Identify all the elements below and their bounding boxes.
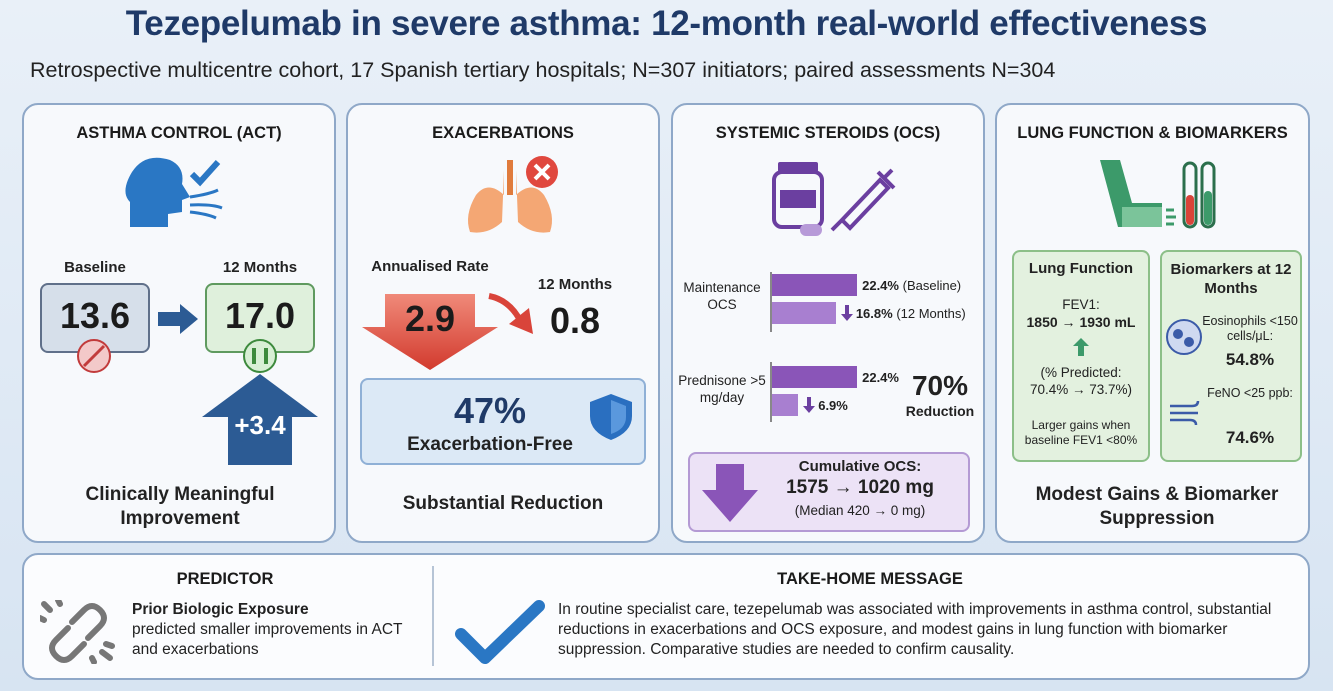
followup-value: 0.8 (549, 300, 601, 341)
eos-label: Eosinophils <150 cells/μL: (1202, 314, 1298, 343)
bar-row: 16.8% (12 Months) (772, 302, 966, 324)
value: 22.4% (862, 277, 899, 293)
free-value: 47% (453, 390, 527, 431)
note: (Baseline) (902, 277, 962, 293)
rate-label: Annualised Rate (371, 258, 489, 275)
cumulative-value: 1575 → 1020 mg (786, 477, 934, 498)
panel-title: ASTHMA CONTROL (ACT) (76, 124, 282, 142)
inhaler-icon (1100, 160, 1216, 229)
bar-label: 22.4% (Baseline) (862, 278, 961, 293)
baseline-label: Baseline (64, 259, 126, 276)
predictor-bold: Prior Biologic Exposure (132, 601, 309, 618)
cumulative-arrow (702, 464, 758, 522)
head-icon (125, 157, 223, 227)
up-icon (1073, 338, 1089, 356)
function-title: Lung Function (1028, 260, 1134, 277)
check-icon (455, 600, 545, 664)
prednisone-label: Prednisone >5 mg/day (678, 373, 766, 405)
change-value: +3.4 (234, 410, 286, 440)
panel-title: EXACERBATIONS (432, 124, 574, 142)
axis-line (770, 272, 772, 332)
feno-value: 74.6% (1225, 428, 1275, 447)
down-icon (840, 305, 853, 321)
axis-line (770, 362, 772, 422)
predictor-text: predicted smaller improvements in ACT an… (132, 621, 403, 658)
note: Larger gains when baseline FEV1 <80% (1024, 418, 1138, 447)
up-arrow (202, 374, 318, 465)
biomarkers-box (1160, 250, 1302, 462)
bar-label: 6.9% (818, 398, 848, 413)
followup-label: 12 Months (537, 276, 613, 293)
biomarkers-title: Biomarkers at 12 Months (1170, 261, 1292, 297)
panel-title: SYSTEMIC STEROIDS (OCS) (715, 124, 941, 142)
followup-value: 17.0 (224, 295, 296, 336)
eos-value: 54.8% (1225, 350, 1275, 369)
divider (432, 566, 434, 666)
lung-function-box (1012, 250, 1150, 462)
bar (772, 394, 799, 416)
value: 16.8% (855, 305, 893, 321)
message-title: TAKE-HOME MESSAGE (777, 570, 963, 588)
fev1-value: 1850 → 1930 mL (1026, 314, 1136, 330)
predicted: (% Predicted: 70.4% → 73.7%) (1029, 365, 1133, 397)
lungs-icon (468, 156, 558, 233)
maintenance-bars: 22.4% (Baseline) 16.8% (12 Months) (772, 274, 966, 330)
bar-row: 22.4% (Baseline) (772, 274, 966, 296)
bar-label: 22.4% (862, 370, 899, 385)
value: 6.9% (818, 397, 848, 413)
subtitle: Retrospective multicentre cohort, 17 Spa… (30, 58, 1056, 82)
reduction-value: 70% (911, 370, 969, 401)
message: In routine specialist care, tezepelumab … (558, 601, 1272, 658)
bar (772, 274, 858, 296)
free-label: Exacerbation-Free (407, 434, 573, 455)
prednisone-bars: 22.4% 6.9% (772, 366, 899, 422)
fev1-label: FEV1: (1062, 297, 1100, 312)
lung-good-icon (243, 339, 277, 373)
panel-footer: Substantial Reduction (402, 493, 604, 514)
feno-label: FeNO <25 ppb: (1207, 386, 1293, 400)
note: (12 Months) (896, 305, 966, 321)
right-arrow (158, 304, 198, 334)
bar-row: 6.9% (772, 394, 899, 416)
cumulative-median: (Median 420 → 0 mg) (794, 503, 926, 518)
chain-icon (40, 600, 115, 664)
down-arrow (362, 294, 498, 370)
panel-title: LUNG FUNCTION & BIOMARKERS (1017, 124, 1288, 142)
bar (772, 366, 858, 388)
bar-row: 22.4% (772, 366, 899, 388)
panel-footer: Clinically Meaningful Improvement (85, 484, 275, 529)
predictor-text-block: Prior Biologic Exposure predicted smaller… (132, 600, 422, 660)
panel-footer: Modest Gains & Biomarker Suppression (1035, 484, 1279, 529)
baseline-value: 13.6 (59, 295, 131, 336)
drug-icon (772, 162, 896, 236)
maintenance-label: Maintenance OCS (683, 280, 761, 312)
reduction-label: Reduction (905, 403, 975, 419)
cumulative-label: Cumulative OCS: (798, 458, 922, 475)
value: 22.4% (862, 369, 899, 385)
down-icon (803, 397, 816, 413)
lung-bad-icon (77, 339, 111, 373)
trend-arrow (488, 293, 533, 334)
title: Tezepelumab in severe asthma: 12-month r… (125, 4, 1208, 43)
baseline-value: 2.9 (404, 298, 456, 339)
predictor-title: PREDICTOR (176, 570, 274, 588)
shield-icon (590, 394, 632, 440)
followup-label: 12 Months (222, 259, 298, 276)
bottom-panel (22, 553, 1310, 680)
cell-icon (1166, 319, 1202, 355)
bar (772, 302, 836, 324)
bar-label: 16.8% (12 Months) (856, 306, 966, 321)
breath-icon (1170, 400, 1200, 426)
